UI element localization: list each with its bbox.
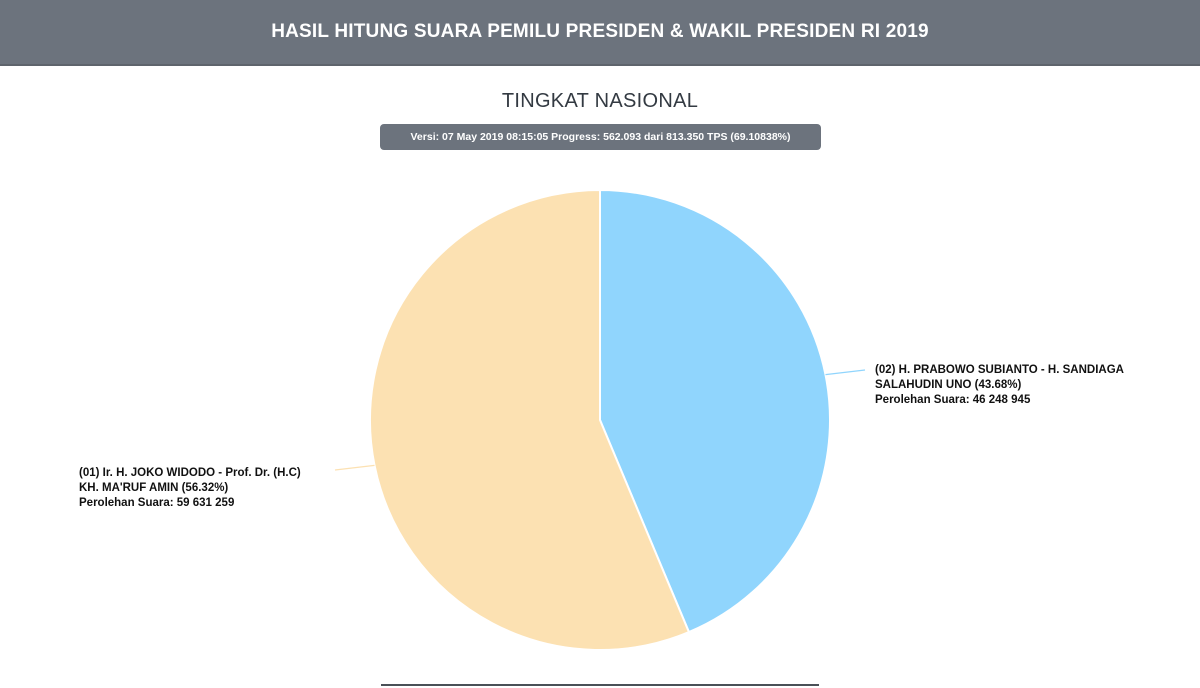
slice-label-01: (01) Ir. H. JOKO WIDODO - Prof. Dr. (H.C… (79, 466, 301, 511)
slice-label-02-line2: SALAHUDIN UNO (43.68%) (875, 379, 1022, 391)
bottom-divider (381, 684, 819, 686)
pie-slices (369, 188, 831, 651)
version-progress-badge: Versi: 07 May 2019 08:15:05 Progress: 56… (380, 124, 821, 150)
pie-slice-01[interactable] (369, 188, 691, 651)
slice-label-02-votes: Perolehan Suara: 46 248 945 (875, 394, 1031, 406)
header-bar: HASIL HITUNG SUARA PEMILU PRESIDEN & WAK… (0, 0, 1200, 66)
slice-label-01-votes: Perolehan Suara: 59 631 259 (79, 497, 235, 509)
pie-slice-02[interactable] (599, 188, 831, 634)
chart-subtitle: TINGKAT NASIONAL (501, 90, 699, 112)
pie-leader-lines (334, 369, 866, 471)
slice-label-01-line2: KH. MA'RUF AMIN (56.32%) (79, 482, 229, 494)
page-title: HASIL HITUNG SUARA PEMILU PRESIDEN & WAK… (271, 21, 929, 42)
slice-label-02-line1: (02) H. PRABOWO SUBIANTO - H. SANDIAGA (875, 364, 1124, 376)
leader-line-01 (334, 464, 375, 471)
slice-label-02: (02) H. PRABOWO SUBIANTO - H. SANDIAGA S… (875, 363, 1124, 408)
leader-line-02 (825, 369, 866, 376)
slice-label-01-line1: (01) Ir. H. JOKO WIDODO - Prof. Dr. (H.C… (79, 467, 301, 479)
